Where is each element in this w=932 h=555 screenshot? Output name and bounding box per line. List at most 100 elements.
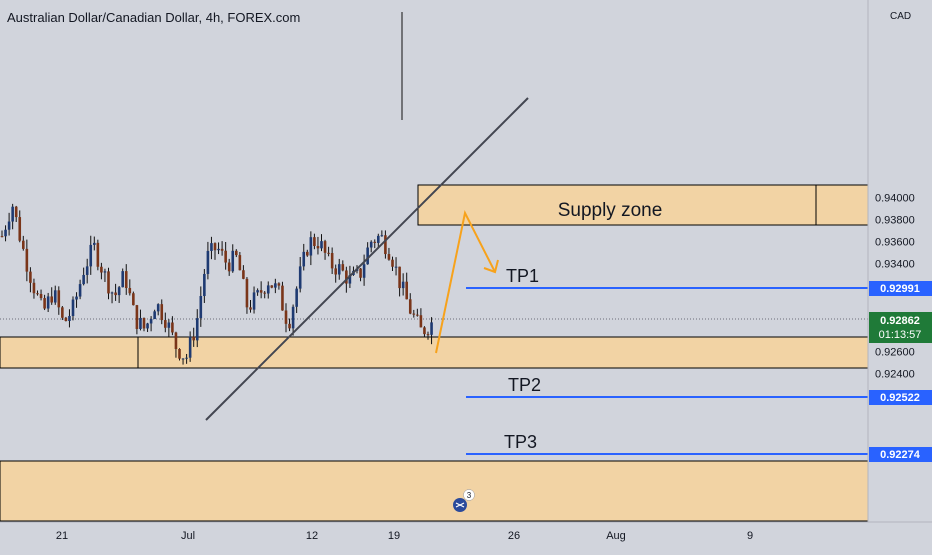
candle-body	[213, 243, 217, 251]
tp1-label: TP1	[506, 266, 539, 286]
candle-body	[227, 262, 231, 272]
svg-text:01:13:57: 01:13:57	[879, 329, 922, 341]
candle-body	[110, 292, 114, 294]
candle-body	[334, 268, 337, 275]
candle-body	[224, 250, 227, 263]
candle-body	[384, 235, 387, 255]
time-tick-label: 12	[306, 530, 318, 542]
candle-body	[419, 315, 423, 328]
candle-body	[217, 248, 220, 251]
supply-zone-label: Supply zone	[558, 200, 663, 221]
candle-body	[416, 314, 419, 316]
candle-body	[199, 296, 203, 319]
candle-body	[4, 229, 7, 237]
candle-body	[398, 266, 401, 289]
candle-body	[235, 250, 238, 256]
candle-body	[295, 288, 298, 307]
candle-body	[309, 237, 313, 256]
svg-text:0.92991: 0.92991	[880, 283, 920, 295]
candle-body	[156, 304, 160, 312]
candle-body	[281, 285, 284, 311]
candle-body	[266, 285, 270, 294]
chart-title: Australian Dollar/Canadian Dollar, 4h, F…	[7, 10, 300, 25]
candle-body	[146, 323, 149, 329]
candle-body	[188, 336, 192, 358]
candle-body	[160, 304, 164, 321]
candle-body	[288, 323, 291, 329]
time-tick-label: Jul	[181, 530, 195, 542]
candle-body	[362, 264, 366, 278]
candle-body	[57, 290, 61, 308]
candle-body	[238, 255, 242, 271]
candle-body	[373, 241, 377, 243]
candle-body	[149, 319, 153, 324]
candle-body	[32, 282, 36, 294]
candle-body	[178, 348, 181, 359]
candle-body	[124, 271, 128, 288]
candle-body	[323, 241, 327, 253]
candle-body	[341, 264, 345, 271]
candle-body	[298, 266, 302, 289]
candle-body	[210, 243, 213, 251]
price-tick-label: 0.93800	[875, 215, 915, 227]
price-tick-label: 0.93400	[875, 259, 915, 271]
candle-body	[75, 296, 78, 300]
candle-body	[164, 320, 167, 328]
lower-demand-zone[interactable]	[0, 460, 869, 522]
candle-body	[245, 278, 249, 308]
candle-body	[256, 290, 259, 293]
candle-body	[22, 240, 25, 249]
candle-body	[401, 281, 405, 289]
time-tick-label: 19	[388, 530, 400, 542]
candle-body	[394, 266, 398, 268]
candle-body	[85, 266, 89, 275]
currency-label: CAD	[890, 11, 911, 22]
candle-body	[316, 246, 320, 249]
supply-zone[interactable]	[417, 184, 869, 226]
candle-body	[231, 250, 235, 272]
candle-body	[142, 317, 146, 329]
event-badge[interactable]: 3	[453, 489, 475, 513]
candle-body	[61, 307, 64, 318]
candle-body	[423, 327, 426, 335]
candle-body	[29, 271, 32, 283]
candle-body	[348, 274, 352, 284]
projection-arrow[interactable]	[435, 210, 499, 354]
demand-zone[interactable]	[0, 336, 869, 369]
candle-body	[53, 290, 57, 303]
candle-body	[366, 247, 369, 265]
candle-body	[0, 236, 4, 238]
candle-body	[114, 292, 117, 296]
candle-body	[203, 273, 206, 297]
time-axis[interactable]: 21 Jul 12 19 26 Aug 9	[56, 530, 753, 542]
candle-body	[391, 259, 394, 267]
tp3-label: TP3	[504, 432, 537, 452]
candle-body	[43, 298, 46, 309]
candle-body	[82, 274, 85, 285]
candle-body	[330, 253, 334, 269]
candle-body	[121, 271, 124, 288]
event-count: 3	[467, 491, 472, 500]
tp3-price-tag: 0.92274	[869, 447, 932, 462]
candle-body	[68, 316, 71, 321]
time-tick-label: 21	[56, 530, 68, 542]
candle-body	[132, 293, 135, 306]
candle-body	[327, 252, 330, 254]
candle-body	[18, 217, 22, 241]
candle-body	[359, 268, 362, 278]
price-tick-label: 0.92600	[875, 347, 915, 359]
candle-body	[117, 287, 121, 296]
candle-body	[36, 293, 39, 295]
candle-body	[277, 283, 281, 286]
candle-body	[377, 235, 380, 243]
candle-body	[174, 332, 178, 349]
tp2-price-tag: 0.92522	[869, 390, 932, 405]
candle-body	[369, 241, 373, 248]
candle-body	[135, 305, 139, 329]
candle-body	[430, 322, 433, 335]
price-tick-label: 0.94000	[875, 193, 915, 205]
trendline[interactable]	[205, 97, 529, 421]
candle-body	[206, 250, 210, 274]
